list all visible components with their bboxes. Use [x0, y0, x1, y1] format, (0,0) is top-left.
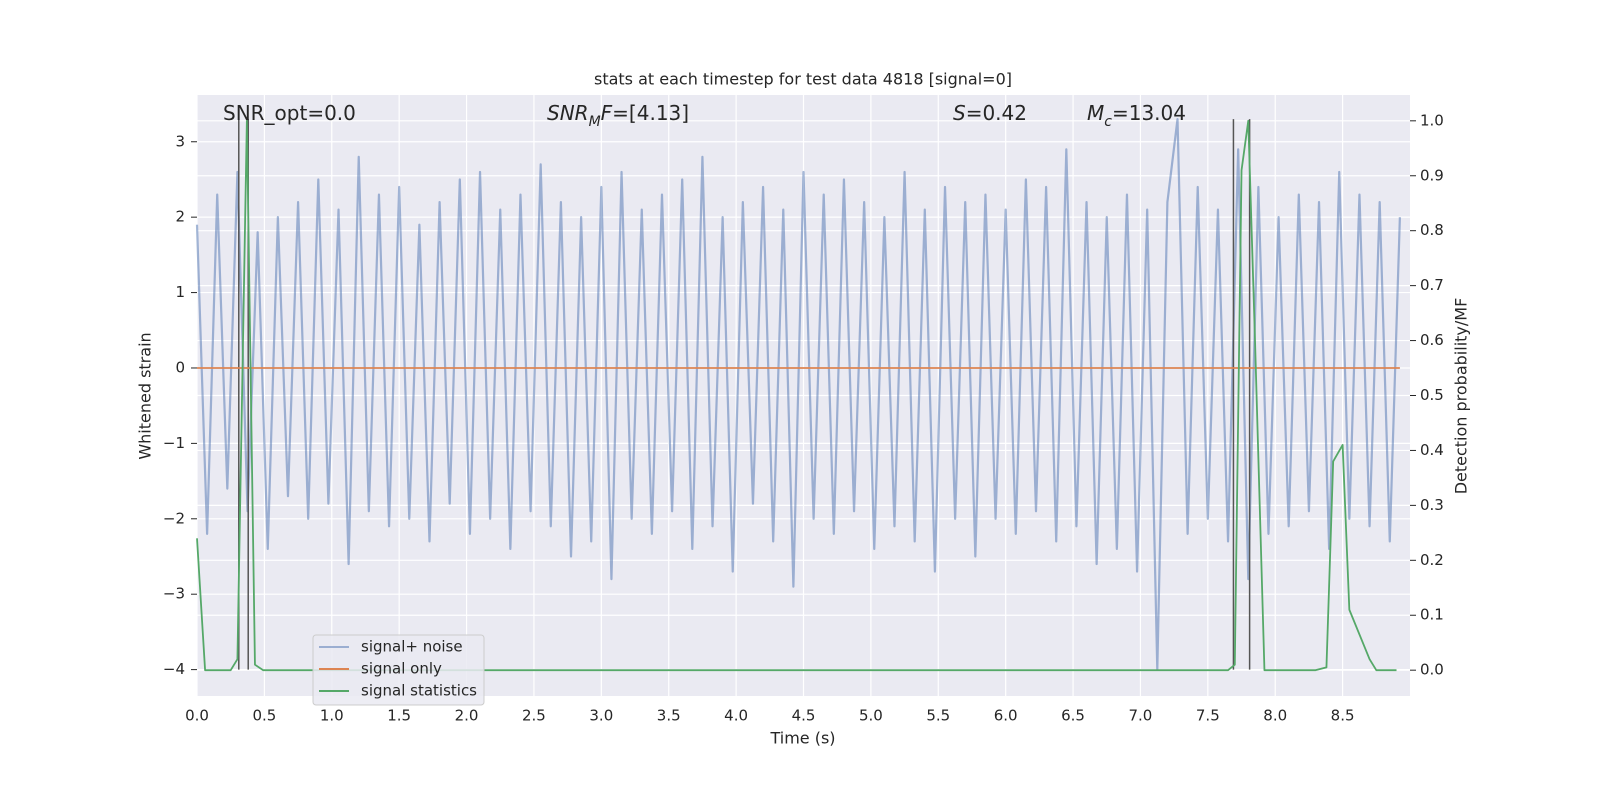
annotation-part: c: [1104, 114, 1112, 130]
annotation-part: =13.04: [1112, 101, 1186, 125]
y-tick-label: −4: [163, 660, 185, 678]
y-tick-label: 3: [175, 132, 185, 150]
y2-axis-label: Detection probability/MF: [1452, 298, 1471, 495]
y-tick-label: 2: [175, 208, 185, 226]
annotation: Mc=13.04: [1087, 101, 1186, 131]
x-tick-label: 5.0: [859, 707, 883, 725]
y-tick-label: −3: [163, 585, 185, 603]
legend-label: signal only: [361, 660, 442, 678]
y2-tick-label: 0.5: [1420, 386, 1444, 404]
y-tick-label: 1: [175, 283, 185, 301]
annotation-part: S: [953, 101, 966, 125]
y2-tick-label: 0.8: [1420, 221, 1444, 239]
x-tick-label: 5.5: [926, 707, 950, 725]
x-tick-label: 1.0: [320, 707, 344, 725]
x-tick-label: 8.5: [1331, 707, 1355, 725]
x-tick-label: 2.0: [455, 707, 479, 725]
x-tick-label: 3.5: [657, 707, 681, 725]
annotation-part: =[4.13]: [612, 101, 689, 125]
y2-tick-label: 0.3: [1420, 496, 1444, 514]
x-tick-label: 6.5: [1061, 707, 1085, 725]
annotation-part: =0.42: [966, 101, 1027, 125]
y2-tick-label: 0.2: [1420, 551, 1444, 569]
chart-title: stats at each timestep for test data 481…: [594, 70, 1012, 89]
series-line: [196, 119, 1397, 672]
series-line: [195, 118, 1401, 671]
y2-tick-label: 0.1: [1420, 606, 1444, 624]
y-tick-label: −1: [163, 434, 185, 452]
x-tick-label: 8.0: [1263, 707, 1287, 725]
legend-label: signal+ noise: [361, 638, 463, 656]
annotation-part: SNR: [547, 101, 589, 125]
x-tick-label: 6.0: [994, 707, 1018, 725]
marks: [195, 118, 1401, 672]
y2-tick-label: 0.0: [1420, 661, 1444, 679]
annotation-part: SNR_opt=0.0: [223, 101, 356, 125]
legend-box: [312, 634, 485, 706]
x-tick-label: 7.0: [1129, 707, 1153, 725]
labels: 0.0 0.5 1.0 1.5 2.0 2.5 3.0 3.5 4.0 4.5 5.0 5.5 6.0 6…: [163, 101, 1444, 725]
annotation-part: M: [589, 114, 601, 130]
annotation-part: F: [601, 101, 613, 125]
x-tick-label: 3.0: [589, 707, 613, 725]
annotation: SNR_opt=0.0: [223, 101, 356, 125]
x-axis-label: Time (s): [769, 729, 835, 748]
x-tick-label: 2.5: [522, 707, 546, 725]
x-tick-label: 1.5: [387, 707, 411, 725]
y-axis-label: Whitened strain: [136, 332, 155, 459]
x-tick-label: 0.5: [252, 707, 276, 725]
x-tick-label: 4.0: [724, 707, 748, 725]
y2-tick-label: 1.0: [1420, 111, 1444, 129]
annotation-part: M: [1087, 101, 1104, 125]
y-tick-label: −2: [163, 509, 185, 527]
legend: signal+ noise signal only signal statistic…: [312, 634, 485, 706]
y-tick-label: 0: [175, 358, 185, 376]
x-tick-label: 0.0: [185, 707, 209, 725]
legend-label: signal statistics: [361, 682, 477, 700]
annotation: S=0.42: [953, 101, 1027, 125]
annotation: SNRMF=[4.13]: [547, 101, 689, 131]
x-tick-label: 7.5: [1196, 707, 1220, 725]
y2-tick-label: 0.4: [1420, 441, 1444, 459]
x-tick-label: 4.5: [792, 707, 816, 725]
y2-tick-label: 0.7: [1420, 276, 1444, 294]
y2-tick-label: 0.6: [1420, 331, 1444, 349]
y2-tick-label: 0.9: [1420, 166, 1444, 184]
